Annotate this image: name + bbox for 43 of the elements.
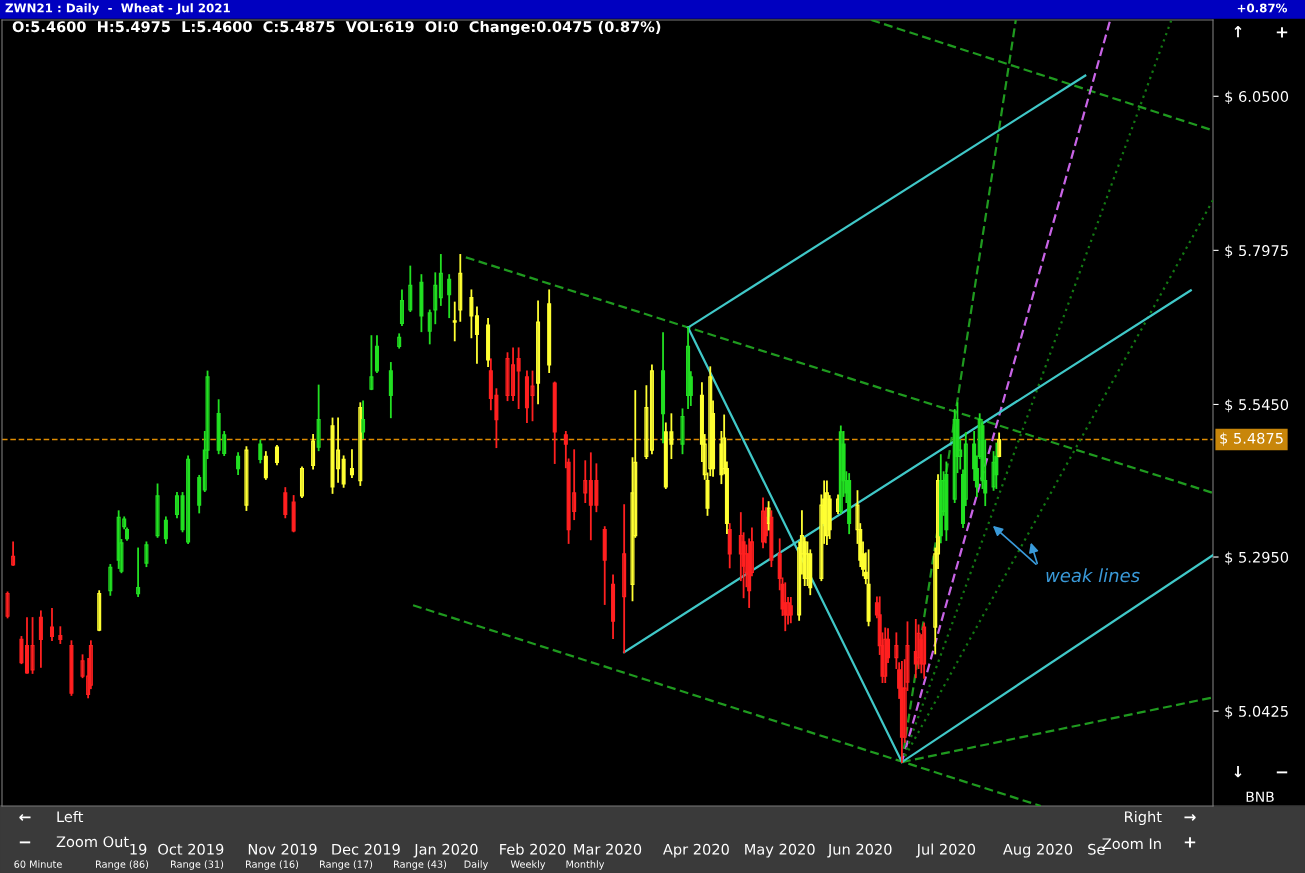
x-tick-label: Dec 2019 (332, 843, 400, 855)
chart-subtitle: O:5.4600 H:5.4975 L:5.4600 C:5.4875 VOL:619 OI:0 Change:0.0475 (0.87%) (12, 20, 661, 36)
y-tick-label: $ 5.5450 (1225, 398, 1289, 413)
chart-title: ZWN21 : Daily - Wheat - Jul 2021 (5, 3, 230, 15)
x-tick-label: 19 (130, 843, 147, 855)
ref-line-label: $ 5.4875 (1220, 432, 1283, 446)
text: Weekly (510, 860, 546, 870)
text: − (19, 841, 31, 844)
text: +0.87% (1237, 3, 1288, 13)
x-tick-label: Oct 2019 (158, 843, 224, 855)
x-tick-label: Nov 2019 (248, 843, 317, 855)
text: ↑ (1234, 26, 1242, 38)
x-tick-label: Jun 2020 (827, 843, 892, 858)
text: → (1184, 813, 1196, 821)
y-tick-label: $ 6.0500 (1225, 90, 1289, 104)
text: − (1276, 771, 1288, 774)
text: Range (31) (171, 860, 224, 870)
text: Zoom Out (56, 836, 129, 848)
x-tick-label: May 2020 (745, 843, 815, 858)
x-tick-label: Mar 2020 (574, 843, 642, 855)
x-tick-label: Aug 2020 (1003, 843, 1073, 858)
text: ↓ (1234, 766, 1242, 778)
text: Range (16) (246, 860, 299, 870)
y-tick-label: $ 5.2950 (1225, 551, 1289, 565)
x-tick-label: Apr 2020 (663, 843, 729, 858)
text: + (1184, 837, 1196, 848)
y-tick-label: $ 5.0425 (1225, 705, 1288, 719)
text: 60 Minute (14, 860, 62, 868)
text: + (1276, 27, 1288, 38)
x-tick-label: Jan 2020 (413, 843, 478, 858)
x-tick-label: Feb 2020 (500, 843, 566, 855)
text: Range (43) (394, 860, 447, 870)
x-tick-label: Jul 2020 (915, 843, 976, 858)
text: Daily (464, 860, 489, 870)
text: Monthly (566, 860, 605, 870)
text: BNB (1246, 791, 1274, 802)
annotation: weak lines (1046, 568, 1140, 583)
text: Left (57, 810, 84, 823)
text: ← (19, 813, 31, 821)
text: Range (86) (96, 860, 149, 870)
text: Range (17) (320, 860, 373, 870)
y-tick-label: $ 5.7975 (1225, 244, 1288, 259)
text: Right (1125, 810, 1162, 826)
